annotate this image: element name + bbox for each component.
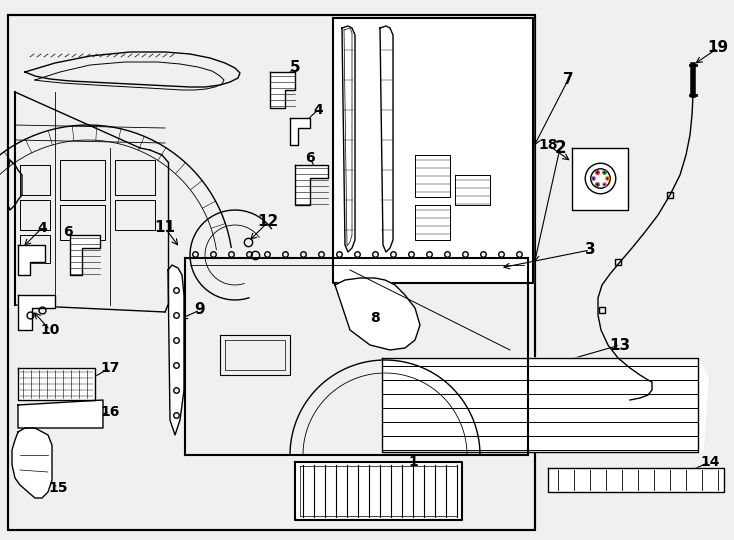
Text: 18: 18 (538, 138, 558, 152)
Text: 7: 7 (563, 72, 573, 87)
Text: 11: 11 (154, 220, 175, 235)
Text: 9: 9 (195, 302, 206, 318)
Text: 17: 17 (101, 361, 120, 375)
Text: 6: 6 (305, 151, 315, 165)
Bar (8, 15, 535, 530)
Polygon shape (168, 265, 184, 435)
Polygon shape (333, 18, 533, 283)
Text: 4: 4 (37, 221, 47, 235)
Polygon shape (295, 165, 328, 205)
Text: 1: 1 (408, 455, 418, 469)
Text: 8: 8 (370, 311, 380, 325)
Polygon shape (18, 400, 103, 428)
Text: 13: 13 (609, 338, 631, 353)
Text: 2: 2 (554, 139, 566, 157)
Polygon shape (380, 26, 393, 252)
Polygon shape (12, 428, 52, 498)
Text: 12: 12 (258, 214, 279, 230)
Polygon shape (270, 72, 295, 108)
Text: 15: 15 (48, 481, 68, 495)
Polygon shape (18, 245, 45, 275)
Polygon shape (415, 155, 450, 197)
Polygon shape (290, 118, 310, 145)
Polygon shape (295, 462, 462, 520)
Polygon shape (335, 278, 420, 350)
Text: 14: 14 (700, 455, 720, 469)
Polygon shape (415, 205, 450, 240)
Text: 16: 16 (101, 405, 120, 419)
Text: 4: 4 (313, 103, 323, 117)
Text: 3: 3 (585, 242, 595, 258)
Text: 5: 5 (290, 60, 300, 76)
Text: 6: 6 (63, 225, 73, 239)
Polygon shape (342, 26, 355, 252)
Polygon shape (572, 148, 628, 210)
Text: 19: 19 (708, 40, 729, 56)
Polygon shape (70, 235, 100, 275)
Polygon shape (18, 368, 95, 400)
Polygon shape (548, 468, 724, 492)
Polygon shape (455, 175, 490, 205)
Text: 10: 10 (40, 323, 59, 337)
Polygon shape (18, 295, 55, 330)
Polygon shape (382, 358, 708, 452)
